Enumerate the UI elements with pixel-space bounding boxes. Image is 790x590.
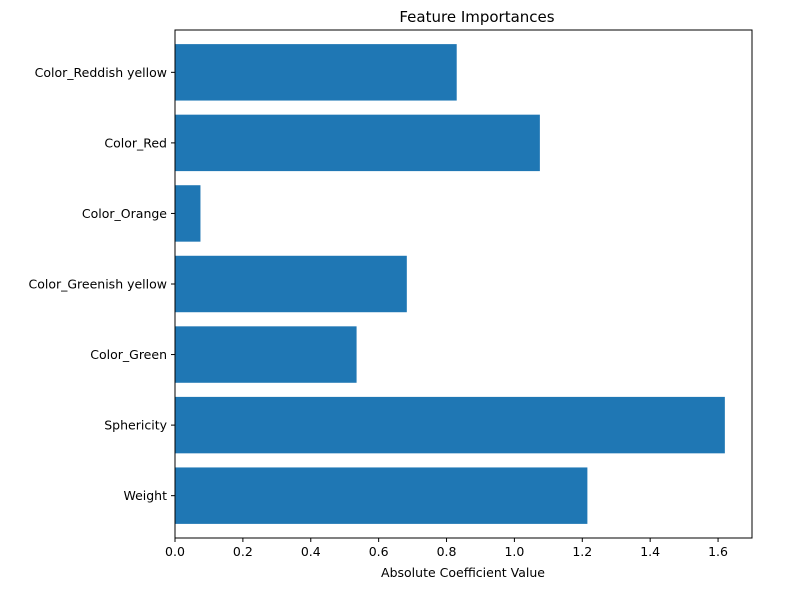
y-axis-ticks: Weight Sphericity Color_Green Color_Greenis… [28,65,175,503]
bar-color-orange [175,185,201,242]
bars-group [175,44,725,524]
x-tick-label: 1.4 [640,544,660,559]
y-tick-label: Color_Red [104,135,167,150]
y-tick-label: Color_Orange [82,206,167,221]
x-tick-label: 1.2 [572,544,592,559]
x-tick-label: 1.6 [708,544,728,559]
x-tick-label: 0.6 [369,544,389,559]
bar-color-red [175,114,540,172]
bar-weight [175,467,588,524]
y-tick-label: Sphericity [104,418,167,433]
y-tick-label: Color_Green [90,347,167,362]
x-axis-ticks: 0.0 0.2 0.4 0.6 0.8 1.0 1.2 1.4 1.6 [165,538,728,559]
x-tick-label: 0.2 [233,544,253,559]
x-tick-label: 1.0 [504,544,524,559]
y-tick-label: Color_Reddish yellow [35,65,167,80]
x-tick-label: 0.4 [301,544,321,559]
bar-color-green [175,326,357,383]
x-axis-label: Absolute Coefficient Value [381,565,545,580]
y-tick-label: Weight [123,488,167,503]
plot-frame [174,29,753,539]
bar-sphericity [175,396,725,454]
bar-color-reddish-yellow [175,44,457,101]
bar-color-greenish-yellow [175,255,407,313]
x-tick-label: 0.0 [165,544,185,559]
y-tick-label: Color_Greenish yellow [28,277,167,292]
chart-title: Feature Importances [399,8,554,26]
x-tick-label: 0.8 [437,544,457,559]
